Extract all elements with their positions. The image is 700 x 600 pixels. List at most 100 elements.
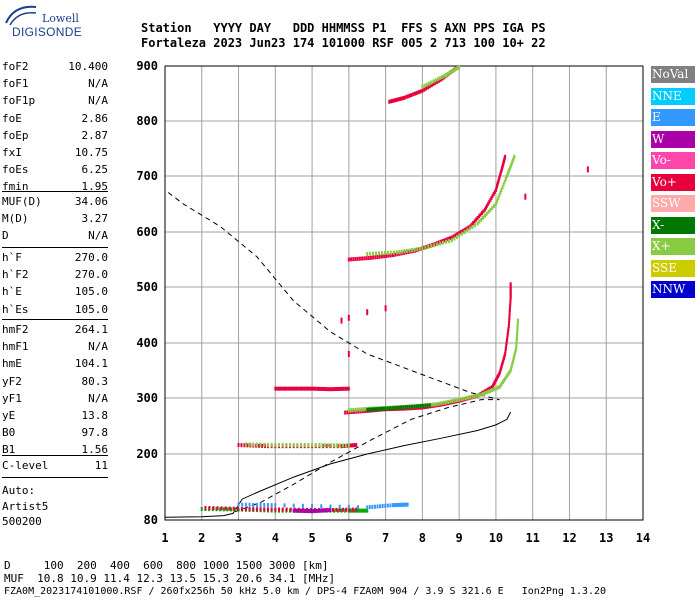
x-tick-label: 1 (161, 531, 168, 545)
echo-mark (329, 387, 332, 392)
echo-mark (387, 253, 390, 258)
x-tick-label: 2 (198, 531, 205, 545)
param-value: N/A (88, 94, 108, 108)
x-tick-label: 6 (345, 531, 352, 545)
echo-mark (322, 508, 325, 513)
echo-mark (292, 386, 295, 391)
echo-mark (505, 341, 508, 345)
echo-mark (478, 393, 481, 398)
param-label: foF1p (2, 94, 36, 108)
echo-mark (384, 305, 387, 312)
echo-mark (430, 80, 433, 85)
echo-mark (467, 225, 470, 230)
echo-mark (507, 371, 510, 376)
echo-mark (473, 394, 476, 399)
echo-mark (452, 68, 455, 73)
echo-mark (212, 506, 215, 511)
param-label: C-level (2, 459, 49, 472)
echo-mark (346, 410, 349, 415)
echo-mark (424, 403, 427, 408)
param-row: hmE 104.1 (2, 357, 108, 372)
auto-line2: Artist5 (2, 499, 49, 513)
echo-mark (425, 82, 428, 87)
param-label: foF1 (2, 77, 29, 91)
echo-mark (266, 442, 269, 447)
echo-mark (353, 443, 356, 448)
echo-mark (466, 395, 469, 400)
echo-mark (344, 386, 347, 391)
echo-mark (345, 507, 348, 512)
echo-mark (456, 65, 459, 70)
parameter-panel: foF2 10.400 foF1 N/A foF1p N/A foE 2.86 foEp 2.87… (0, 0, 112, 540)
echo-mark (507, 327, 510, 331)
echo-mark (480, 210, 483, 215)
echo-mark (515, 338, 518, 343)
echo-mark (513, 353, 516, 358)
echo-mark (347, 314, 350, 321)
param-value: 13.8 (81, 409, 109, 422)
echo-mark (392, 98, 395, 103)
echo-mark (509, 368, 512, 373)
echo-mark (494, 202, 497, 206)
echo-mark (316, 386, 319, 391)
echo-mark (277, 507, 280, 512)
echo-mark (270, 442, 273, 447)
echo-mark (336, 508, 339, 513)
panel-separator (2, 477, 108, 478)
echo-mark (375, 407, 378, 412)
echo-mark (357, 505, 360, 510)
echo-mark (493, 387, 496, 392)
echo-mark (380, 254, 383, 259)
echo-mark (402, 502, 405, 507)
y-tick-label: 300 (136, 391, 158, 405)
echo-mark (487, 209, 490, 214)
echo-mark (355, 507, 358, 512)
echo-mark (423, 83, 426, 88)
echo-mark (369, 255, 372, 260)
echo-mark (414, 91, 417, 96)
echo-mark (509, 299, 512, 303)
echo-mark (392, 250, 395, 255)
echo-mark (494, 386, 497, 391)
echo-mark (312, 509, 315, 514)
echo-mark (456, 232, 459, 237)
param-label: fmin (2, 180, 29, 194)
panel-separator (2, 191, 108, 192)
echo-mark (362, 508, 365, 513)
echo-mark (498, 193, 501, 198)
echo-mark (259, 502, 262, 507)
echo-mark (356, 256, 359, 261)
echo-mark (449, 70, 452, 75)
echo-mark (472, 221, 475, 226)
echo-mark (334, 387, 337, 392)
echo-mark (469, 224, 472, 229)
echo-mark (478, 214, 481, 219)
echo-mark (379, 504, 382, 509)
echo-mark (445, 237, 448, 242)
echo-mark (300, 386, 303, 391)
echo-mark (450, 69, 453, 74)
echo-mark (458, 231, 461, 236)
echo-mark (441, 75, 444, 79)
echo-mark (516, 318, 519, 323)
echo-mark (433, 402, 436, 407)
echo-mark (427, 244, 430, 249)
echo-mark (397, 405, 400, 410)
echo-mark (389, 503, 392, 508)
param-value: 97.8 (81, 426, 109, 440)
echo-mark (373, 504, 376, 509)
echo-mark (428, 84, 431, 89)
param-value: 105.0 (74, 285, 108, 299)
echo-mark (240, 443, 243, 448)
echo-mark (489, 197, 492, 202)
echo-mark (504, 154, 507, 159)
echo-mark (285, 507, 288, 512)
param-row: h`F2 270.0 (2, 268, 108, 283)
echo-mark (351, 507, 354, 512)
echo-mark (426, 403, 429, 408)
echo-mark (460, 397, 463, 402)
echo-mark (458, 233, 461, 238)
param-value: 264.1 (74, 323, 108, 336)
echo-mark (363, 256, 366, 261)
echo-mark (438, 401, 441, 406)
